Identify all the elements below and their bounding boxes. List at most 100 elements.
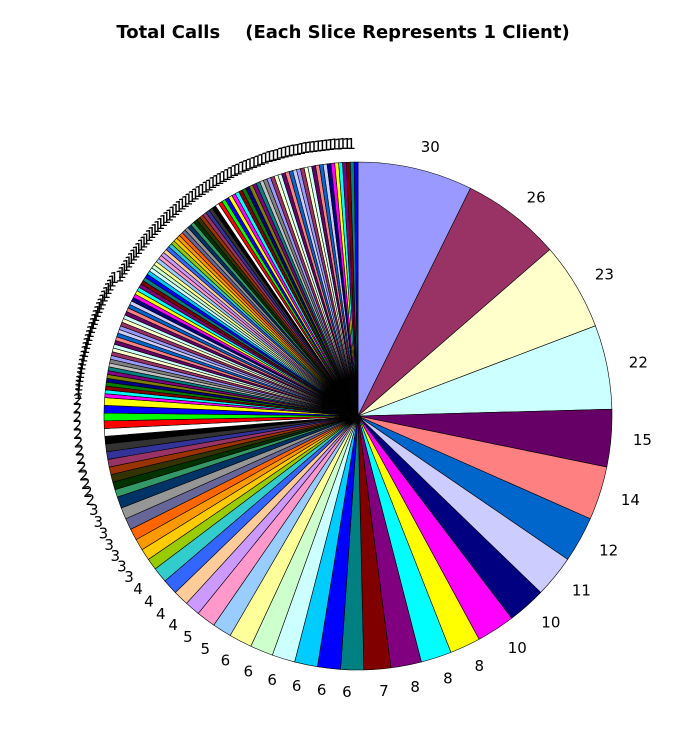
slice-label: 1: [162, 209, 172, 227]
slice-label: 1: [75, 368, 85, 386]
slice-label: 1: [338, 135, 348, 153]
slice-label: 1: [79, 347, 89, 365]
slice-label: 1: [261, 150, 271, 168]
slice-label: 1: [81, 339, 91, 357]
slice-label: 1: [78, 352, 88, 370]
slice-label: 2: [77, 458, 87, 476]
slice-label: 1: [126, 250, 136, 268]
slice-label: 2: [73, 391, 83, 409]
slice-label: 1: [117, 264, 127, 282]
slice-label: 1: [93, 303, 103, 321]
slice-label: 1: [76, 364, 86, 382]
slice-label: 2: [73, 417, 83, 435]
slice-label: 1: [201, 179, 211, 197]
slice-label: 1: [90, 311, 100, 329]
slice-label: 14: [621, 491, 640, 509]
slice-label: 1: [309, 138, 319, 156]
slice-label: 7: [379, 682, 389, 700]
slice-label: 11: [572, 581, 591, 599]
slice-label: 6: [317, 681, 327, 699]
slice-label: 1: [98, 292, 108, 310]
slice-label: 4: [144, 593, 154, 611]
slice-label: 1: [181, 193, 191, 211]
slice-label: 15: [633, 431, 652, 449]
slice-label: 1: [103, 280, 113, 298]
slice-label: 1: [222, 166, 232, 184]
slice-label: 1: [142, 230, 152, 248]
slice-label: 1: [87, 319, 97, 337]
slice-label: 1: [187, 188, 197, 206]
slice-label: 5: [201, 640, 211, 658]
slice-label: 1: [257, 151, 267, 169]
slice-label: 1: [241, 157, 251, 175]
slice-label: 1: [171, 201, 181, 219]
slice-label: 1: [305, 139, 315, 157]
slice-label: 4: [156, 605, 166, 623]
slice-label: 1: [134, 240, 144, 258]
slice-label: 1: [317, 137, 327, 155]
slice-label: 1: [144, 227, 154, 245]
slice-label: 1: [237, 159, 247, 177]
slice-label: 1: [83, 331, 93, 349]
slice-label: 1: [147, 224, 157, 242]
slice-label: 10: [541, 613, 560, 631]
slice-label: 1: [230, 162, 240, 180]
pie-slice: [353, 161, 359, 417]
slice-label: 1: [293, 141, 303, 159]
slice-label: 1: [131, 243, 141, 261]
slice-label: 6: [244, 662, 254, 680]
pie-slice: [357, 161, 471, 417]
slice-label: 1: [342, 135, 352, 153]
slice-label: 2: [73, 400, 83, 418]
slice-label: 4: [133, 580, 143, 598]
slice-label: 1: [77, 360, 87, 378]
slice-label: 6: [221, 652, 231, 670]
slice-label: 1: [177, 196, 187, 214]
slice-label: 1: [269, 147, 279, 165]
slice-label: 1: [159, 212, 169, 230]
slice-label: 1: [88, 315, 98, 333]
slice-label: 1: [346, 135, 356, 153]
slice-label: 2: [79, 467, 89, 485]
slice-label: 3: [89, 501, 99, 519]
slice-label: 3: [110, 547, 120, 565]
slice-label: 1: [321, 136, 331, 154]
slice-label: 1: [115, 267, 125, 285]
slice-label: 2: [72, 408, 82, 426]
slice-label: 1: [107, 273, 117, 291]
slice-label: 1: [105, 276, 115, 294]
slice-label: 1: [96, 295, 106, 313]
slice-label: 1: [330, 136, 340, 154]
slice-label: 2: [74, 433, 84, 451]
slice-label: 1: [281, 144, 291, 162]
slice-label: 8: [475, 657, 485, 675]
slice-label: 1: [289, 142, 299, 160]
slice-label: 1: [82, 335, 92, 353]
slice-label: 1: [74, 377, 84, 395]
slice-label: 1: [73, 385, 83, 403]
slice-label: 1: [74, 381, 84, 399]
slice-label: 10: [508, 639, 527, 657]
slice-label: 1: [197, 181, 207, 199]
slice-label: 1: [215, 170, 225, 188]
slice-label: 3: [99, 524, 109, 542]
slice-label: 2: [75, 442, 85, 460]
slice-label: 1: [208, 174, 218, 192]
slice-label: 1: [191, 186, 201, 204]
slice-label: 23: [595, 265, 614, 283]
slice-label: 1: [326, 136, 336, 154]
slice-label: 5: [183, 628, 193, 646]
slice-label: 26: [527, 189, 546, 207]
slice-label: 1: [75, 372, 85, 390]
slice-label: 1: [277, 145, 287, 163]
slice-label: 1: [100, 288, 110, 306]
slice-label: 1: [273, 146, 283, 164]
slice-label: 1: [204, 176, 214, 194]
slice-label: 2: [83, 483, 93, 501]
slice-label: 2: [86, 491, 96, 509]
slice-label: 1: [119, 260, 129, 278]
slice-label: 12: [599, 541, 618, 559]
slice-label: 6: [292, 677, 302, 695]
slice-label: 3: [124, 568, 134, 586]
slice-label: 22: [629, 354, 648, 372]
